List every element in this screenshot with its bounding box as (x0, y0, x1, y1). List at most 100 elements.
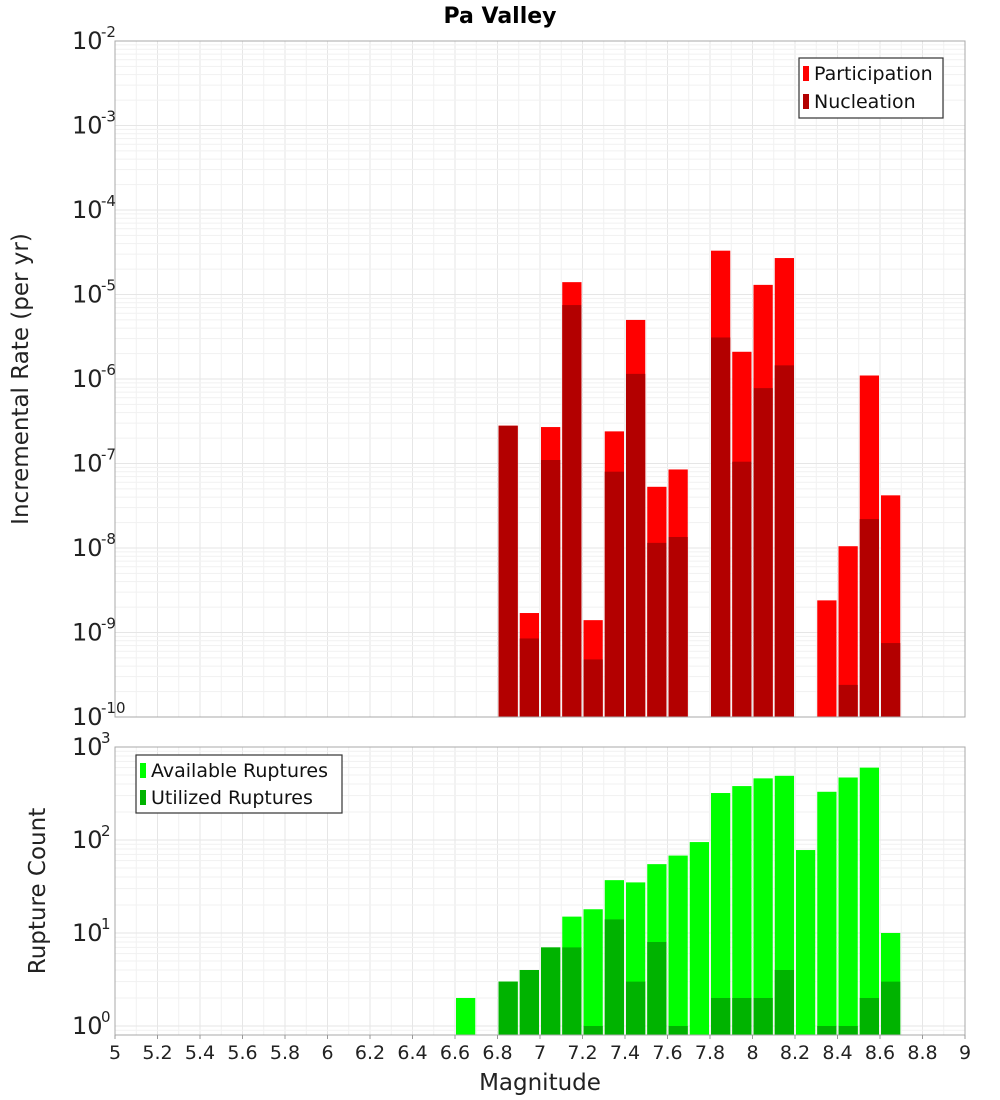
y-tick-label-base: 10 (72, 27, 103, 55)
y-tick-label-base: 10 (72, 112, 103, 140)
y-tick-label-base: 10 (72, 703, 103, 731)
count-bar-available-ruptures (859, 767, 879, 1035)
legend-swatch-participation (803, 66, 809, 81)
legend-swatch-available-ruptures (140, 763, 146, 778)
top-bars (498, 250, 901, 717)
count-bar-utilized-ruptures (583, 1025, 603, 1035)
x-tick-label: 8.4 (822, 1042, 852, 1064)
x-tick-label: 8.6 (865, 1042, 895, 1064)
x-tick-label: 8.2 (780, 1042, 810, 1064)
rate-bar-nucleation (562, 305, 582, 717)
count-bar-available-ruptures (732, 786, 752, 1035)
count-bar-utilized-ruptures (711, 997, 731, 1035)
y-tick-label-base: 10 (72, 733, 103, 761)
x-ticks: 5 5.2 5.4 5.6 5.8 6 6.2 6.4 6.6 6.8 7 7.2 7.4 7.6 7.8 8… (109, 1035, 971, 1064)
x-tick-label: 5.8 (270, 1042, 300, 1064)
count-bar-available-ruptures (796, 850, 816, 1035)
count-bar-utilized-ruptures (859, 997, 879, 1035)
legend-label-participation: Participation (814, 63, 933, 85)
x-tick-label: 7.4 (610, 1042, 640, 1064)
rate-bar-nucleation (838, 684, 858, 717)
y-tick-label-exponent: -6 (101, 361, 116, 379)
x-tick-label: 8 (746, 1042, 758, 1064)
y-tick-label-exponent: -5 (101, 277, 116, 295)
x-axis-title: Magnitude (479, 1070, 601, 1096)
count-bar-available-ruptures (711, 793, 731, 1035)
y-tick-label-exponent: -9 (101, 615, 116, 633)
x-tick-label: 8.8 (907, 1042, 937, 1064)
x-tick-label: 5.2 (142, 1042, 172, 1064)
rate-bar-nucleation (519, 638, 539, 717)
count-bar-available-ruptures (668, 855, 688, 1035)
top-grid (114, 40, 966, 718)
legend-swatch-utilized-ruptures (140, 790, 146, 805)
x-tick-label: 5.4 (185, 1042, 215, 1064)
rate-bar-nucleation (732, 461, 752, 717)
rate-bar-nucleation (604, 471, 624, 717)
rate-bar-nucleation (859, 519, 879, 717)
count-bar-utilized-ruptures (817, 1025, 837, 1035)
top-y-axis-title: Incremental Rate (per yr) (8, 233, 34, 525)
x-tick-label: 5 (109, 1042, 121, 1064)
count-bar-utilized-ruptures (604, 919, 624, 1035)
x-tick-label: 6.4 (397, 1042, 427, 1064)
rate-bar-nucleation (668, 536, 688, 717)
rate-bar-nucleation (626, 373, 646, 717)
rate-bar-nucleation (583, 659, 603, 717)
top-legend-box (798, 57, 944, 119)
bottom-y-axis-title: Rupture Count (25, 808, 51, 974)
x-tick-label: 6.2 (355, 1042, 385, 1064)
y-tick-label-base: 10 (72, 619, 103, 647)
y-tick-label-base: 10 (72, 281, 103, 309)
y-tick-label-exponent: -8 (101, 530, 116, 548)
x-tick-label: 9 (959, 1042, 971, 1064)
x-tick-label: 6.8 (482, 1042, 512, 1064)
count-bar-available-ruptures (583, 909, 603, 1035)
count-bar-utilized-ruptures (498, 981, 518, 1035)
y-tick-label-base: 10 (72, 826, 103, 854)
x-tick-label: 7.6 (652, 1042, 682, 1064)
x-tick-label: 7.8 (695, 1042, 725, 1064)
legend-label-available-ruptures: Available Ruptures (151, 760, 328, 782)
count-bar-utilized-ruptures (753, 997, 773, 1035)
x-tick-label: 6 (321, 1042, 333, 1064)
y-tick-label-base: 10 (72, 365, 103, 393)
rate-bar-nucleation (881, 643, 901, 717)
legend-label-utilized-ruptures: Utilized Ruptures (151, 787, 313, 809)
y-tick-label-exponent: -10 (101, 699, 126, 717)
x-tick-label: 6.6 (440, 1042, 470, 1064)
bottom-legend: Available Ruptures Utilized Ruptures (135, 754, 343, 814)
bottom-legend-box (135, 754, 343, 814)
count-bar-available-ruptures (753, 778, 773, 1035)
rate-bar-nucleation (711, 337, 731, 717)
y-tick-label-base: 10 (72, 1012, 103, 1040)
count-bar-utilized-ruptures (881, 981, 901, 1035)
count-bar-utilized-ruptures (668, 1025, 688, 1035)
legend-label-nucleation: Nucleation (814, 91, 916, 113)
x-tick-label: 7 (534, 1042, 546, 1064)
count-bar-available-ruptures (689, 842, 709, 1035)
count-bar-utilized-ruptures (732, 997, 752, 1035)
count-bar-available-ruptures (838, 777, 858, 1035)
y-tick-label-exponent: -2 (101, 23, 116, 41)
y-tick-label-base: 10 (72, 919, 103, 947)
chart-title: Pa Valley (443, 4, 556, 29)
rate-bar-nucleation (774, 365, 794, 717)
rate-bar-participation (817, 600, 837, 717)
count-bar-utilized-ruptures (647, 942, 667, 1035)
x-tick-label: 7.2 (567, 1042, 597, 1064)
count-bar-available-ruptures (817, 791, 837, 1035)
y-tick-label-exponent: -4 (101, 192, 116, 210)
y-tick-label-exponent: -3 (101, 108, 116, 126)
y-tick-label-base: 10 (72, 534, 103, 562)
y-tick-label-base: 10 (72, 196, 103, 224)
rate-bar-nucleation (498, 425, 518, 717)
top-legend: Participation Nucleation (798, 57, 944, 119)
x-tick-label: 5.6 (227, 1042, 257, 1064)
count-bar-utilized-ruptures (626, 981, 646, 1035)
y-tick-label-exponent: 0 (101, 1008, 111, 1026)
y-tick-label-exponent: 2 (101, 822, 111, 840)
y-tick-label-exponent: -7 (101, 446, 116, 464)
